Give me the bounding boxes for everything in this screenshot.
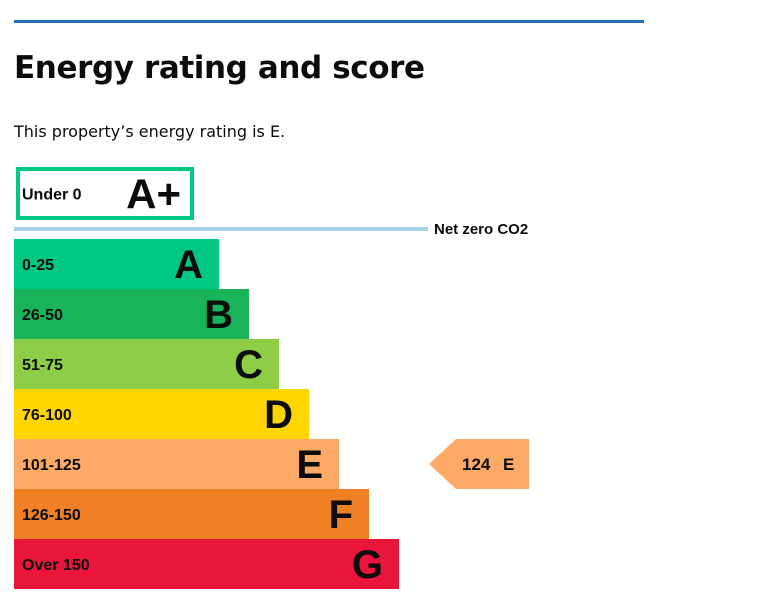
band-f-letter: F xyxy=(329,493,353,537)
band-b-bar xyxy=(14,289,249,339)
band-d-letter: D xyxy=(264,393,293,437)
band-f-range: 126-150 xyxy=(22,507,81,524)
band-g-range: Over 150 xyxy=(22,557,90,574)
current-rating-arrow xyxy=(429,439,529,489)
band-a-plus-box xyxy=(16,167,194,220)
band-a-letter: A xyxy=(174,243,203,287)
rating-summary: This property’s energy rating is E. xyxy=(14,122,286,141)
band-d-bar xyxy=(14,389,309,439)
band-a-bar xyxy=(14,239,219,289)
band-b-letter: B xyxy=(204,293,233,337)
current-rating-band: E xyxy=(503,455,514,474)
page-title: Energy rating and score xyxy=(14,50,425,86)
band-f-bar xyxy=(14,489,369,539)
band-a-plus-letter: A+ xyxy=(126,171,181,218)
band-g-bar xyxy=(14,539,399,589)
band-a-range: 0-25 xyxy=(22,257,54,274)
net-zero-label: Net zero CO2 xyxy=(434,221,528,238)
band-d-range: 76-100 xyxy=(22,407,72,424)
band-c-bar xyxy=(14,339,279,389)
current-rating-score: 124 xyxy=(462,455,491,474)
top-rule xyxy=(14,20,644,23)
band-c-letter: C xyxy=(234,343,263,387)
band-g-letter: G xyxy=(352,543,383,587)
band-a-plus-range: Under 0 xyxy=(22,187,82,204)
band-c-range: 51-75 xyxy=(22,357,63,374)
band-e-letter: E xyxy=(296,443,323,487)
band-e-range: 101-125 xyxy=(22,457,81,474)
band-e-bar xyxy=(14,439,339,489)
band-b-range: 26-50 xyxy=(22,307,63,324)
